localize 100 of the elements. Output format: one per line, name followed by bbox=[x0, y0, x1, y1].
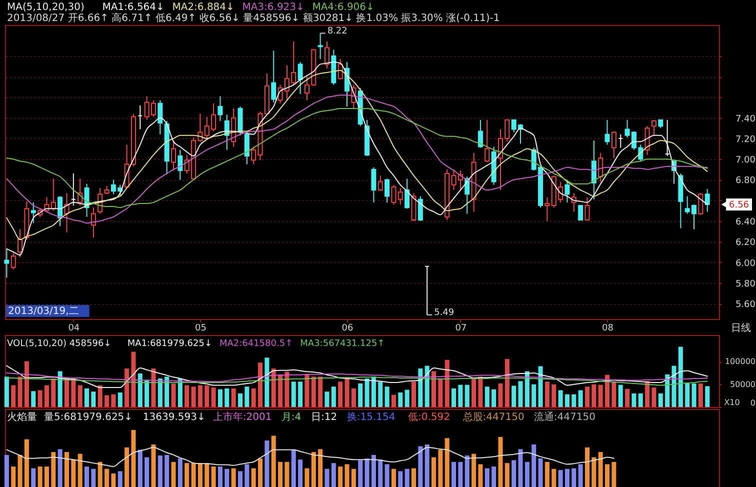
bar bbox=[64, 452, 69, 487]
candlestick bbox=[704, 188, 710, 212]
bar bbox=[298, 460, 303, 487]
y-tick-label: 0 bbox=[750, 398, 756, 408]
text: MA3:567431.125↑ bbox=[300, 339, 385, 349]
bar bbox=[438, 450, 443, 487]
candlestick bbox=[584, 196, 590, 220]
bar bbox=[384, 464, 390, 487]
bar bbox=[324, 468, 330, 487]
y-tick-label: 50000 bbox=[730, 380, 756, 389]
bar bbox=[244, 464, 250, 487]
chart-title: MA(5,10,20,30) bbox=[7, 2, 84, 13]
bar bbox=[71, 460, 76, 487]
bar bbox=[231, 468, 236, 487]
bar bbox=[452, 462, 456, 487]
bar bbox=[504, 463, 510, 487]
bar bbox=[31, 468, 36, 487]
bar bbox=[358, 460, 363, 487]
candlestick bbox=[271, 50, 276, 103]
candlestick bbox=[244, 130, 250, 165]
bar bbox=[492, 466, 496, 487]
candlestick bbox=[30, 202, 36, 224]
bar bbox=[284, 462, 290, 487]
text: 量5:681979.625↓ bbox=[44, 412, 133, 423]
bar bbox=[432, 457, 436, 487]
annotation: 5.49 bbox=[434, 308, 454, 318]
bar bbox=[572, 468, 576, 487]
bar bbox=[564, 468, 570, 487]
y-tick-label: 6.00 bbox=[735, 258, 756, 269]
bar bbox=[411, 468, 416, 487]
bar bbox=[78, 454, 82, 487]
bar bbox=[598, 452, 603, 487]
y-tick-label: 7.00 bbox=[735, 156, 756, 166]
x-tick-label: 08 bbox=[602, 324, 614, 334]
candlestick bbox=[484, 119, 490, 163]
y-tick-label: 100000 bbox=[724, 357, 756, 366]
candlestick bbox=[378, 175, 383, 192]
bar bbox=[404, 468, 410, 487]
x-tick-label: 07 bbox=[455, 324, 467, 334]
bar bbox=[484, 468, 490, 487]
bar bbox=[512, 460, 516, 487]
candlestick bbox=[398, 187, 403, 205]
bar bbox=[592, 457, 596, 487]
bar bbox=[91, 468, 96, 487]
candlestick bbox=[564, 179, 570, 203]
bar bbox=[11, 466, 16, 487]
bar bbox=[251, 468, 256, 487]
candlestick bbox=[418, 196, 423, 222]
bar bbox=[44, 466, 49, 487]
y-tick-label: 6.40 bbox=[735, 218, 756, 228]
candlestick bbox=[578, 205, 584, 220]
annotation: 2013/03/19,二 bbox=[8, 306, 79, 317]
bar bbox=[124, 447, 130, 487]
bar bbox=[191, 463, 196, 487]
bar bbox=[458, 462, 463, 487]
candlestick bbox=[298, 62, 303, 95]
bar bbox=[478, 464, 483, 487]
candlestick bbox=[171, 140, 176, 171]
bar bbox=[164, 454, 170, 487]
text: MA1:681979.625↓ bbox=[127, 339, 212, 349]
candlestick bbox=[10, 252, 16, 270]
bar bbox=[351, 468, 356, 487]
candlestick bbox=[651, 119, 656, 136]
bar bbox=[472, 454, 476, 487]
text: 流通:447150 bbox=[534, 411, 596, 423]
bar bbox=[98, 462, 102, 487]
bar bbox=[211, 466, 216, 487]
chart-title: VOL(5,10,20) 458596↓ bbox=[7, 339, 112, 349]
candlestick bbox=[604, 119, 610, 146]
bar bbox=[224, 468, 230, 487]
y-tick-label: 7.40 bbox=[735, 114, 756, 124]
text: MA4:6.906↓ bbox=[312, 2, 374, 13]
bar bbox=[518, 449, 523, 487]
text: 月:4 bbox=[281, 412, 302, 423]
bar bbox=[24, 439, 29, 487]
text: MA1:6.564↓ bbox=[102, 2, 164, 13]
bar bbox=[464, 456, 470, 487]
bar bbox=[118, 471, 122, 487]
candlestick bbox=[644, 126, 650, 156]
text: 13639.593↓ bbox=[142, 412, 206, 423]
bar bbox=[131, 430, 136, 487]
bar bbox=[498, 436, 503, 487]
text: MA2:641580.5↑ bbox=[219, 339, 293, 349]
bar bbox=[198, 463, 202, 487]
bar bbox=[291, 450, 296, 487]
bar bbox=[111, 474, 116, 487]
candlestick bbox=[178, 149, 183, 180]
candlestick bbox=[478, 119, 483, 148]
text: 上市年:2001 bbox=[212, 411, 272, 423]
candlestick bbox=[338, 58, 343, 80]
candlestick bbox=[4, 248, 10, 278]
bar bbox=[4, 454, 9, 487]
y-tick-label: 7.20 bbox=[735, 134, 756, 145]
bar bbox=[612, 462, 616, 487]
candlestick bbox=[318, 32, 323, 60]
bar bbox=[584, 447, 590, 487]
candlestick bbox=[591, 140, 596, 200]
bar bbox=[538, 458, 543, 487]
bar bbox=[84, 466, 90, 487]
y-tick-label: 5.80 bbox=[735, 279, 756, 290]
